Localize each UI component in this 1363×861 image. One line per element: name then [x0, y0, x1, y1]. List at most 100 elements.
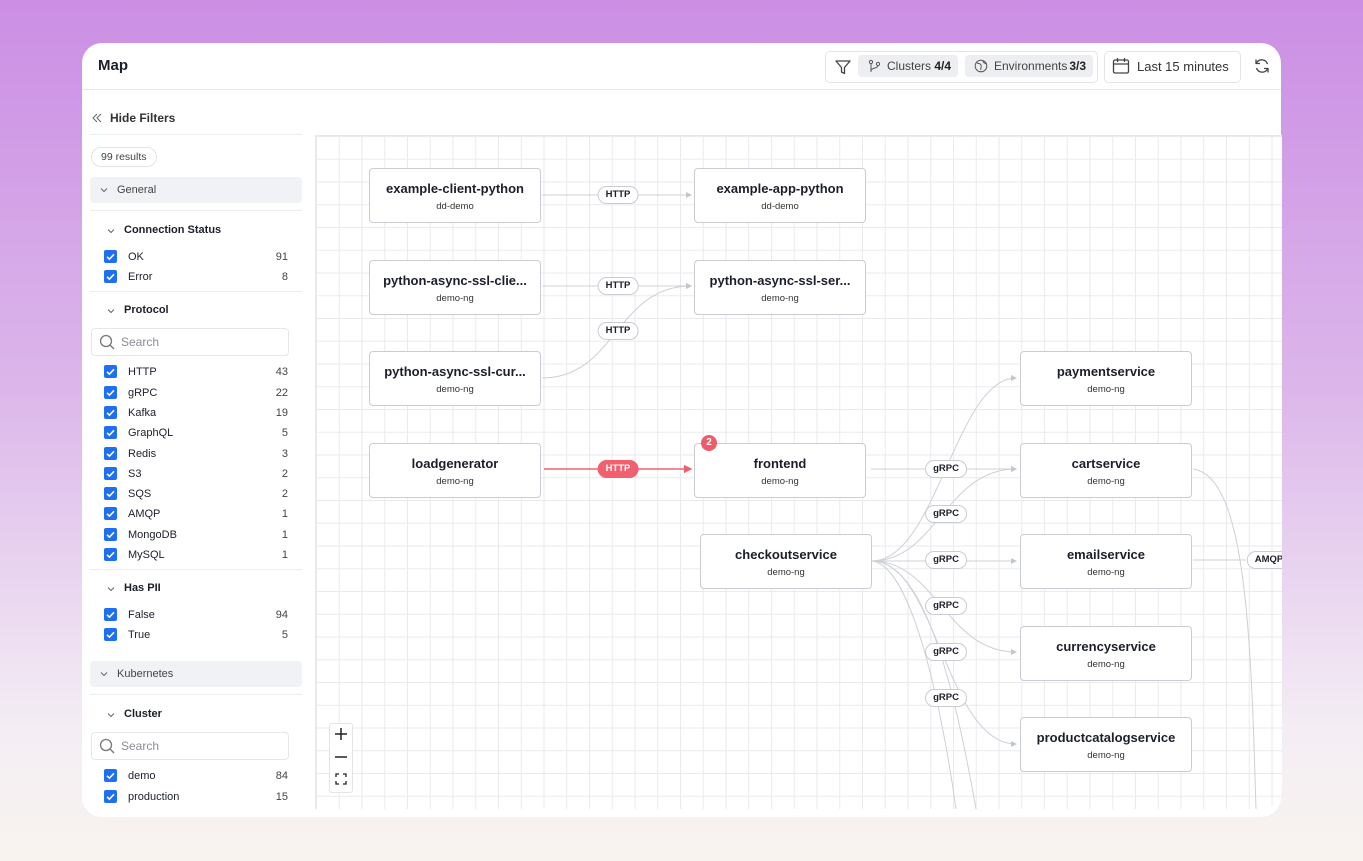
group-header[interactable]: [90, 661, 302, 688]
time-picker[interactable]: [1104, 51, 1241, 83]
pill-label: Environments: [994, 59, 1068, 73]
fit-view[interactable]: [334, 772, 348, 786]
edge-label[interactable]: AMQP: [1246, 551, 1282, 569]
chevron: [107, 309, 115, 314]
checkbox[interactable]: [104, 405, 117, 419]
zoom-out[interactable]: [334, 750, 348, 764]
edge-label[interactable]: gRPC: [925, 689, 967, 707]
zoom-in[interactable]: [334, 727, 348, 741]
service-node[interactable]: example-app-python dd-demo: [694, 168, 866, 223]
filter-pill[interactable]: Clusters 4/4: [858, 55, 958, 77]
checkbox[interactable]: [104, 769, 117, 783]
node-name: frontend: [753, 456, 807, 471]
option-label: MongoDB: [128, 528, 177, 541]
checkbox[interactable]: [104, 487, 117, 501]
pill-value: 3/3: [1069, 59, 1086, 73]
edge-label[interactable]: HTTP: [597, 460, 639, 478]
check-icon: [106, 551, 115, 559]
node-name: python-async-ssl-cur...: [384, 364, 526, 379]
service-node[interactable]: loadgenerator demo-ng: [369, 443, 541, 498]
node-namespace: demo-ng: [436, 476, 474, 487]
service-node[interactable]: example-client-python dd-demo: [369, 168, 541, 223]
divider: [90, 210, 302, 211]
check-icon: [106, 369, 115, 376]
node-name: productcatalogservice: [1036, 730, 1176, 745]
edge: [1192, 468, 1257, 809]
service-node[interactable]: paymentservice demo-ng: [1020, 351, 1192, 406]
checkbox[interactable]: [104, 385, 117, 399]
edge-label[interactable]: gRPC: [925, 643, 967, 661]
edge-label[interactable]: gRPC: [925, 460, 967, 478]
collapse-icon[interactable]: [92, 113, 102, 123]
edge: [871, 560, 977, 809]
funnel-icon[interactable]: [834, 58, 852, 76]
edge-label[interactable]: HTTP: [597, 277, 639, 295]
chevron: [107, 713, 115, 718]
check-icon: [106, 490, 115, 498]
node-namespace: demo-ng: [1087, 384, 1125, 395]
node-name: loadgenerator: [411, 456, 499, 471]
option-count: 84: [275, 770, 288, 783]
option-count: 15: [275, 790, 288, 803]
node-name: paymentservice: [1056, 364, 1156, 379]
option-label: GraphQL: [128, 427, 174, 440]
service-node[interactable]: python-async-ssl-cur... demo-ng: [369, 351, 541, 406]
service-node[interactable]: frontend demo-ng: [694, 443, 866, 498]
node-namespace: demo-ng: [436, 293, 474, 304]
checkbox[interactable]: [104, 527, 117, 541]
checkbox[interactable]: [104, 548, 117, 561]
checkbox[interactable]: [104, 466, 117, 480]
option-count: 43: [275, 366, 288, 379]
error-badge: 2: [701, 435, 717, 451]
service-node[interactable]: checkoutservice demo-ng: [700, 534, 872, 589]
search-placeholder: Search: [121, 739, 160, 754]
node-namespace: demo-ng: [1087, 750, 1125, 761]
edge-label[interactable]: gRPC: [925, 551, 967, 569]
check-icon: [106, 632, 115, 639]
option-count: 5: [281, 629, 288, 642]
service-node[interactable]: currencyservice demo-ng: [1020, 626, 1192, 681]
checkbox[interactable]: [104, 608, 117, 621]
checkbox[interactable]: [104, 250, 117, 263]
search-box[interactable]: Search: [91, 328, 289, 357]
edge-label[interactable]: HTTP: [597, 322, 639, 340]
checkbox[interactable]: [104, 446, 117, 460]
pill-icon: [974, 59, 988, 73]
edges: [541, 192, 1257, 809]
option-count: 94: [275, 609, 288, 621]
chevron: [107, 229, 115, 234]
edge-label[interactable]: gRPC: [925, 597, 967, 615]
hide-filters[interactable]: Hide Filters: [110, 111, 176, 125]
check-icon: [106, 793, 115, 800]
checkbox[interactable]: [104, 365, 117, 379]
refresh-icon[interactable]: [1253, 57, 1271, 75]
node-namespace: demo-ng: [1087, 567, 1125, 578]
service-node[interactable]: productcatalogservice demo-ng: [1020, 717, 1192, 772]
checkbox[interactable]: [104, 628, 117, 642]
option-label: gRPC: [128, 386, 158, 399]
edge-label[interactable]: gRPC: [925, 505, 967, 523]
checkbox[interactable]: [104, 270, 117, 284]
filter-pill[interactable]: Environments 3/3: [965, 55, 1093, 77]
search-icon: [99, 335, 115, 350]
edge-label[interactable]: HTTP: [597, 186, 639, 204]
checkbox[interactable]: [104, 507, 117, 521]
checkbox[interactable]: [104, 789, 117, 803]
checkbox[interactable]: [104, 426, 117, 440]
page-title: Map: [98, 57, 128, 74]
service-node[interactable]: python-async-ssl-clie... demo-ng: [369, 260, 541, 315]
node-name: example-app-python: [716, 181, 844, 196]
service-node[interactable]: emailservice demo-ng: [1020, 534, 1192, 589]
check-icon: [106, 253, 115, 261]
service-node[interactable]: cartservice demo-ng: [1020, 443, 1192, 498]
node-namespace: demo-ng: [761, 293, 799, 304]
option-count: 3: [281, 447, 288, 460]
section-title: Connection Status: [124, 224, 222, 236]
service-map[interactable]: example-client-python dd-demo example-app-…: [315, 135, 1282, 809]
check-icon: [106, 773, 115, 780]
search-box[interactable]: Search: [91, 732, 289, 761]
group-header[interactable]: [90, 177, 302, 203]
node-name: python-async-ssl-ser...: [709, 273, 851, 288]
service-node[interactable]: python-async-ssl-ser... demo-ng: [694, 260, 866, 315]
results-count: 99 results: [91, 147, 157, 167]
